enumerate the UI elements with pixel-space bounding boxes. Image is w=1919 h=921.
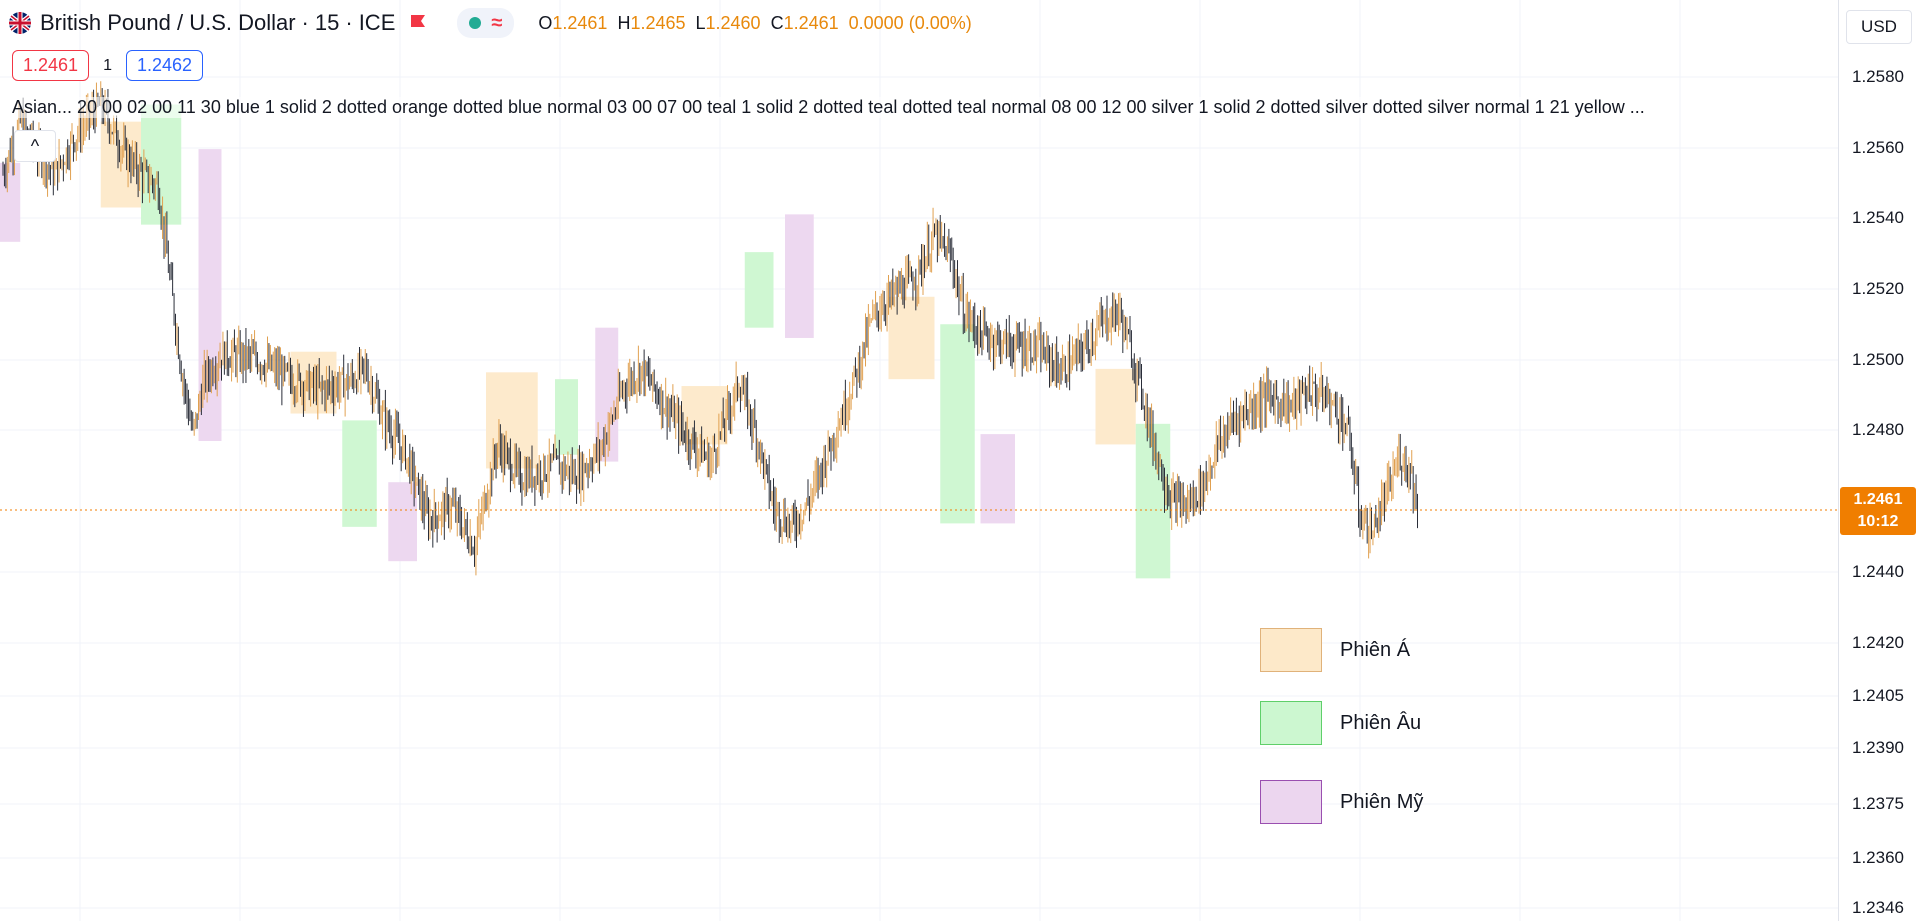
session-box-asia (486, 372, 538, 469)
exchange-label[interactable]: ICE (358, 10, 396, 35)
price-tick-label: 1.2560 (1852, 138, 1904, 157)
legend-swatch (1260, 701, 1322, 745)
flag-marker-icon[interactable] (409, 13, 427, 33)
market-open-icon (469, 17, 482, 29)
session-box-america (785, 214, 814, 338)
legend-label: Phiên Âu (1340, 711, 1422, 734)
price-tick-label: 1.2580 (1852, 67, 1904, 86)
legend-swatch (1260, 780, 1322, 824)
session-box-america (198, 149, 222, 441)
price-tick-label: 1.2540 (1852, 208, 1904, 227)
session-box-america (595, 327, 619, 462)
price-tick-label: 1.2405 (1852, 686, 1904, 705)
chevron-up-icon: ^ (30, 135, 40, 156)
sell-price-button[interactable]: 1.2461 (12, 50, 90, 81)
uk-flag-icon (9, 12, 31, 34)
legend-label: Phiên Á (1340, 638, 1411, 661)
spread-value: 1 (103, 56, 112, 74)
legend-item-america: Phiên Mỹ (1260, 780, 1423, 824)
price-tick-label: 1.2346 (1852, 898, 1904, 917)
separator-dot: · (301, 10, 309, 35)
session-box-asia (888, 296, 935, 380)
session-box-europe (744, 252, 774, 328)
legend-item-europe: Phiên Âu (1260, 701, 1421, 745)
open-value: 1.2461 (552, 12, 608, 33)
buy-price-button[interactable]: 1.2462 (125, 50, 204, 81)
bar-countdown: 10:12 (1857, 513, 1899, 530)
session-box-europe (940, 324, 975, 524)
last-price-label: 1.2461 10:12 (1840, 487, 1916, 535)
symbol-name[interactable]: British Pound / U.S. Dollar (40, 10, 296, 35)
ohlc-values: O1.2461 H1.2465 L1.2460 C1.2461 0.0000 (… (538, 12, 972, 33)
price-axis[interactable] (1838, 0, 1919, 921)
session-box-europe (141, 104, 182, 225)
bid-ask-row: 1.2461 1 1.2462 (12, 50, 204, 81)
price-bars (2, 81, 1418, 576)
price-tick-label: 1.2360 (1852, 848, 1904, 867)
market-status-pill[interactable]: ≈ (457, 8, 515, 38)
price-tick-label: 1.2375 (1852, 794, 1904, 813)
session-box-america (388, 482, 417, 562)
session-box-america (0, 162, 21, 242)
price-tick-label: 1.2500 (1852, 350, 1904, 369)
collapse-indicators-button[interactable]: ^ (14, 130, 56, 162)
price-tick-label: 1.2390 (1852, 738, 1904, 757)
price-tick-label: 1.2420 (1852, 633, 1904, 652)
chart-canvas[interactable] (0, 0, 1838, 921)
indicator-settings-text[interactable]: Asian... 20 00 02 00 11 30 blue 1 solid … (12, 97, 1645, 118)
separator-dot: · (345, 10, 353, 35)
legend-swatch (1260, 628, 1322, 672)
price-tick-label: 1.2520 (1852, 279, 1904, 298)
low-value: 1.2460 (705, 12, 761, 33)
session-boxes (0, 104, 1171, 579)
high-value: 1.2465 (630, 12, 686, 33)
price-tick-label: 1.2480 (1852, 420, 1904, 439)
close-value: 1.2461 (783, 12, 839, 33)
last-price-value: 1.2461 (1853, 491, 1903, 508)
session-box-asia (1095, 368, 1136, 445)
wave-icon: ≈ (491, 12, 503, 34)
grid-lines (0, 0, 1838, 921)
legend-item-asia: Phiên Á (1260, 628, 1410, 672)
legend-label: Phiên Mỹ (1340, 790, 1424, 813)
change-value: 0.0000 (0.00%) (848, 12, 972, 33)
currency-button[interactable]: USD (1846, 10, 1912, 44)
session-box-europe (555, 379, 578, 455)
session-box-america (980, 434, 1015, 524)
symbol-header[interactable]: British Pound / U.S. Dollar · 15 · ICE ≈… (8, 8, 972, 38)
interval-label[interactable]: 15 (314, 10, 340, 35)
session-box-europe (342, 420, 377, 527)
price-tick-label: 1.2440 (1852, 562, 1904, 581)
